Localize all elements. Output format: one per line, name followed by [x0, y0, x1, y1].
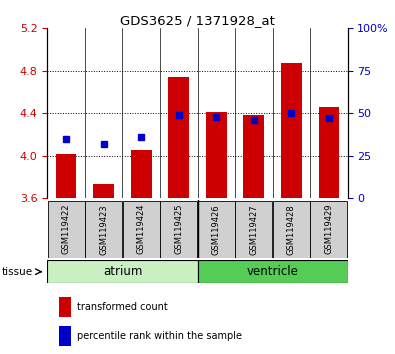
FancyBboxPatch shape [122, 201, 160, 258]
FancyBboxPatch shape [160, 201, 198, 258]
Text: GSM119424: GSM119424 [137, 204, 146, 255]
FancyBboxPatch shape [47, 260, 198, 283]
FancyBboxPatch shape [235, 201, 273, 258]
Text: GSM119422: GSM119422 [62, 204, 71, 255]
Bar [131, 150, 152, 198]
Bar [56, 154, 77, 198]
FancyBboxPatch shape [85, 201, 122, 258]
FancyBboxPatch shape [273, 201, 310, 258]
Text: GSM119429: GSM119429 [324, 204, 333, 255]
Bar [59, 326, 71, 346]
Text: GSM119425: GSM119425 [174, 204, 183, 255]
Text: tissue: tissue [2, 267, 33, 277]
Text: transformed count: transformed count [77, 302, 168, 312]
Bar [168, 77, 189, 198]
FancyBboxPatch shape [198, 201, 235, 258]
Text: GSM119423: GSM119423 [99, 204, 108, 255]
Text: GSM119428: GSM119428 [287, 204, 296, 255]
Title: GDS3625 / 1371928_at: GDS3625 / 1371928_at [120, 14, 275, 27]
Bar [59, 297, 71, 317]
Bar [281, 63, 302, 198]
Bar [243, 115, 264, 198]
FancyBboxPatch shape [47, 201, 85, 258]
Text: ventricle: ventricle [246, 265, 299, 278]
Text: GSM119426: GSM119426 [212, 204, 221, 255]
Text: atrium: atrium [103, 265, 142, 278]
Bar [318, 107, 339, 198]
Text: GSM119427: GSM119427 [249, 204, 258, 255]
FancyBboxPatch shape [198, 260, 348, 283]
FancyBboxPatch shape [310, 201, 348, 258]
Bar [206, 112, 227, 198]
Text: percentile rank within the sample: percentile rank within the sample [77, 331, 243, 341]
Bar [93, 184, 114, 198]
